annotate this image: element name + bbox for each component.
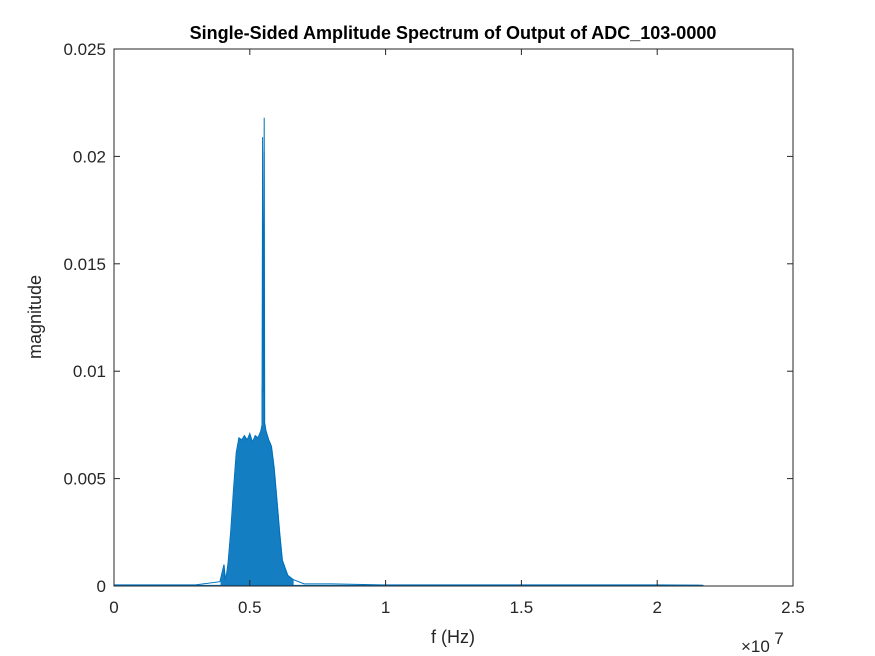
plot-area — [114, 49, 793, 586]
y-tick-label: 0.025 — [63, 40, 106, 59]
y-tick-label: 0 — [97, 577, 106, 596]
x-tick-label: 0 — [109, 598, 118, 617]
x-axis-ticks: 0 0.5 1 1.5 2 2.5 — [109, 49, 805, 617]
axes-box — [113, 48, 794, 587]
spectrum-line — [114, 117, 704, 586]
y-tick-label: 0.005 — [63, 470, 106, 489]
y-axis-label: magnitude — [25, 275, 45, 359]
y-axis-ticks: 0 0.005 0.01 0.015 0.02 0.025 — [63, 40, 793, 596]
x-tick-label: 1 — [381, 598, 390, 617]
x-axis-label: f (Hz) — [431, 627, 475, 647]
x-tick-label: 2.5 — [781, 598, 805, 617]
x-tick-label: 2 — [652, 598, 661, 617]
y-tick-label: 0.015 — [63, 255, 106, 274]
y-tick-label: 0.02 — [73, 147, 106, 166]
spectrum-bars — [114, 151, 704, 587]
y-tick-label: 0.01 — [73, 362, 106, 381]
x-exponent-power: 7 — [774, 629, 783, 648]
x-axis-exponent: ×10 7 — [741, 629, 784, 656]
x-tick-label: 1.5 — [510, 598, 534, 617]
chart-title: Single-Sided Amplitude Spectrum of Outpu… — [190, 23, 717, 43]
x-tick-label: 0.5 — [238, 598, 262, 617]
x-exponent-base: ×10 — [741, 637, 770, 656]
